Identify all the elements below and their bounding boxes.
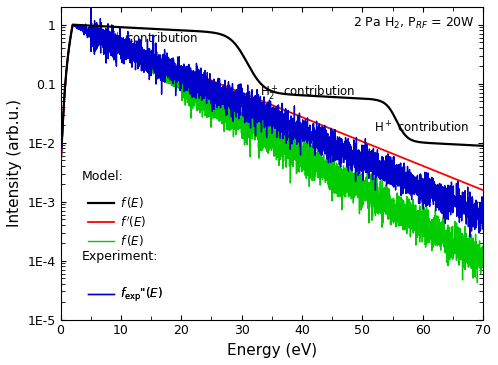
Y-axis label: Intensity (arb.u.): Intensity (arb.u.) <box>7 99 22 227</box>
Text: H$_3^+$ contribution: H$_3^+$ contribution <box>103 31 198 49</box>
Text: Experiment:: Experiment: <box>82 250 158 263</box>
Text: Model:: Model: <box>82 170 124 184</box>
Text: 2 Pa H$_2$, P$_{RF}$ = 20W: 2 Pa H$_2$, P$_{RF}$ = 20W <box>353 16 475 31</box>
Text: H$_2^+$ contribution: H$_2^+$ contribution <box>260 83 355 101</box>
X-axis label: Energy (eV): Energy (eV) <box>227 343 317 358</box>
Legend: $f_{\rm exp}$"$(E)$: $f_{\rm exp}$"$(E)$ <box>88 287 162 304</box>
Text: H$^+$ contribution: H$^+$ contribution <box>374 120 470 135</box>
